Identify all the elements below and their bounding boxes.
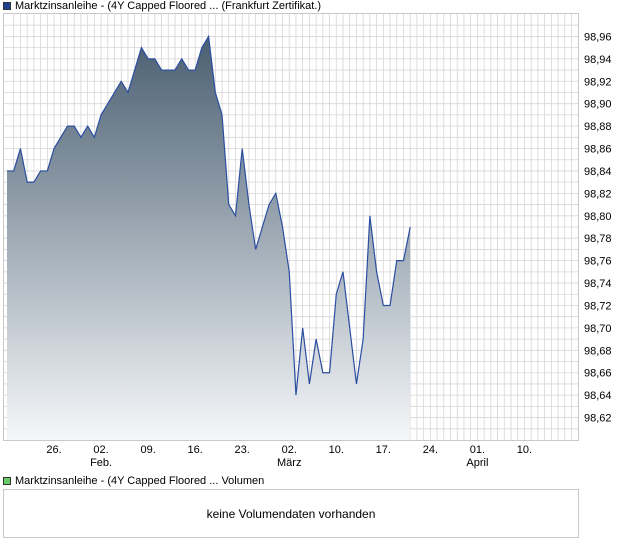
x-tick-label: 17.: [376, 444, 391, 456]
volume-empty-message: keine Volumendaten vorhanden: [206, 507, 376, 521]
y-tick-label: 98,76: [584, 256, 612, 268]
price-legend-swatch: [3, 2, 11, 10]
y-tick-label: 98,78: [584, 233, 612, 245]
x-tick-label: 10.: [517, 444, 532, 456]
x-tick-label: 01.: [470, 444, 485, 456]
x-tick-label: 16.: [188, 444, 203, 456]
x-month-label: April: [466, 457, 488, 469]
x-tick-label: 24.: [423, 444, 438, 456]
y-tick-label: 98,70: [584, 323, 612, 335]
y-tick-label: 98,82: [584, 188, 612, 200]
x-tick-label: 02.: [93, 444, 108, 456]
x-month-label: Feb.: [90, 457, 112, 469]
x-tick-label: 02.: [282, 444, 297, 456]
volume-legend-label: Marktzinsanleihe - (4Y Capped Floored ..…: [15, 475, 265, 487]
y-tick-label: 98,74: [584, 278, 612, 290]
y-tick-label: 98,90: [584, 99, 612, 111]
y-tick-label: 98,62: [584, 413, 612, 425]
y-tick-label: 98,84: [584, 166, 612, 178]
x-month-label: März: [277, 457, 301, 469]
y-tick-label: 98,68: [584, 345, 612, 357]
y-tick-label: 98,88: [584, 121, 612, 133]
y-tick-label: 98,80: [584, 211, 612, 223]
volume-panel: keine Volumendaten vorhanden: [3, 489, 579, 538]
y-tick-label: 98,66: [584, 368, 612, 380]
x-tick-label: 09.: [140, 444, 155, 456]
volume-legend: Marktzinsanleihe - (4Y Capped Floored ..…: [3, 475, 264, 487]
x-tick-label: 10.: [329, 444, 344, 456]
y-tick-label: 98,86: [584, 144, 612, 156]
y-tick-label: 98,96: [584, 31, 612, 43]
volume-legend-swatch: [3, 477, 11, 485]
x-tick-label: 26.: [46, 444, 61, 456]
price-line: [7, 34, 411, 396]
y-tick-label: 98,64: [584, 390, 612, 402]
y-tick-label: 98,72: [584, 300, 612, 312]
y-tick-label: 98,94: [584, 54, 612, 66]
y-axis-ticks: 98,62 98,64 98,66 98,68 98,70 98,72 98,74 98,76…: [584, 31, 612, 424]
y-tick-label: 98,92: [584, 76, 612, 88]
price-legend: Marktzinsanleihe - (4Y Capped Floored ..…: [3, 0, 321, 12]
price-area: [7, 36, 411, 441]
x-tick-label: 23.: [235, 444, 250, 456]
price-legend-label: Marktzinsanleihe - (4Y Capped Floored ..…: [15, 0, 322, 12]
